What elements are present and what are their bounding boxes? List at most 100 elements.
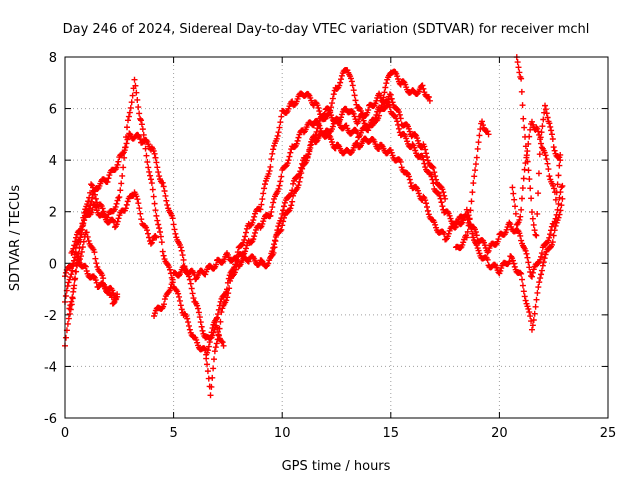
data-point — [348, 78, 355, 85]
data-point — [93, 279, 100, 286]
data-point — [114, 197, 121, 204]
data-point — [286, 153, 293, 160]
data-point — [104, 178, 111, 185]
data-point — [537, 256, 544, 263]
x-tick-label: 5 — [169, 426, 177, 441]
data-point — [136, 205, 143, 212]
data-point — [343, 122, 350, 129]
data-point — [224, 294, 231, 301]
data-point — [475, 247, 482, 254]
data-point — [73, 234, 80, 241]
data-point — [355, 118, 362, 125]
data-point — [62, 292, 69, 299]
data-point — [551, 147, 558, 154]
data-point — [67, 274, 74, 281]
data-point — [180, 256, 187, 263]
data-point — [195, 305, 202, 312]
data-point — [407, 179, 414, 186]
data-point — [70, 260, 77, 267]
data-point — [156, 173, 163, 180]
data-point — [509, 257, 516, 264]
data-point — [213, 261, 220, 268]
data-point — [249, 219, 256, 226]
data-point — [550, 182, 557, 189]
data-point — [203, 355, 210, 362]
data-point — [133, 89, 140, 96]
data-point — [543, 110, 550, 117]
data-point — [506, 258, 513, 265]
data-point — [79, 244, 86, 251]
y-tick-label: 6 — [49, 103, 57, 118]
data-point — [155, 169, 162, 176]
data-point — [338, 72, 345, 79]
data-point — [91, 249, 98, 256]
data-point — [546, 120, 553, 127]
data-point — [194, 302, 201, 309]
data-point — [71, 257, 78, 264]
data-point — [205, 343, 212, 350]
data-point — [242, 248, 249, 255]
data-point — [420, 193, 427, 200]
data-point — [544, 114, 551, 121]
data-point — [152, 207, 159, 214]
data-point — [479, 122, 486, 129]
data-point — [403, 135, 410, 142]
data-point — [243, 245, 249, 252]
data-point — [534, 210, 541, 217]
data-point — [522, 133, 529, 140]
data-point — [225, 290, 232, 297]
data-point — [137, 135, 144, 142]
data-point — [288, 202, 295, 209]
data-point — [92, 195, 99, 202]
data-point — [387, 91, 394, 98]
data-point — [329, 95, 336, 102]
data-point — [548, 127, 555, 134]
data-point — [145, 230, 152, 237]
data-point — [274, 132, 281, 139]
data-point — [520, 115, 527, 122]
data-point — [78, 226, 85, 233]
data-point — [396, 111, 403, 118]
data-point — [518, 88, 525, 95]
data-point — [395, 125, 402, 132]
data-point — [243, 225, 250, 232]
data-point — [162, 192, 169, 199]
data-point — [207, 392, 214, 399]
y-tick-label: 2 — [49, 206, 57, 221]
data-point — [62, 269, 69, 276]
data-point — [271, 241, 278, 248]
data-point — [265, 170, 272, 177]
data-point — [542, 251, 549, 258]
data-point — [119, 172, 126, 179]
data-point — [149, 186, 156, 193]
data-point — [291, 101, 298, 108]
x-tick-label: 10 — [274, 426, 291, 441]
data-point — [519, 282, 526, 289]
x-tick-labels: 0 5 10 15 20 25 — [61, 426, 616, 441]
data-point — [423, 200, 430, 207]
data-point — [460, 239, 467, 246]
data-point — [277, 119, 284, 126]
data-point — [473, 232, 480, 239]
data-point — [64, 320, 71, 327]
data-point — [70, 245, 77, 252]
data-point — [388, 95, 395, 102]
data-point — [82, 263, 89, 270]
data-point — [321, 110, 328, 117]
data-point — [528, 195, 535, 202]
data-point — [170, 221, 177, 228]
data-point — [526, 264, 533, 271]
data-point — [205, 375, 212, 382]
data-point — [121, 154, 128, 161]
data-point — [424, 154, 430, 161]
data-point — [351, 92, 358, 99]
data-point — [519, 276, 526, 283]
data-point — [260, 190, 267, 197]
data-point — [382, 84, 389, 91]
data-point — [178, 247, 185, 254]
data-point — [537, 275, 544, 282]
data-point — [99, 272, 106, 279]
data-point — [258, 201, 265, 208]
data-point — [350, 87, 357, 94]
